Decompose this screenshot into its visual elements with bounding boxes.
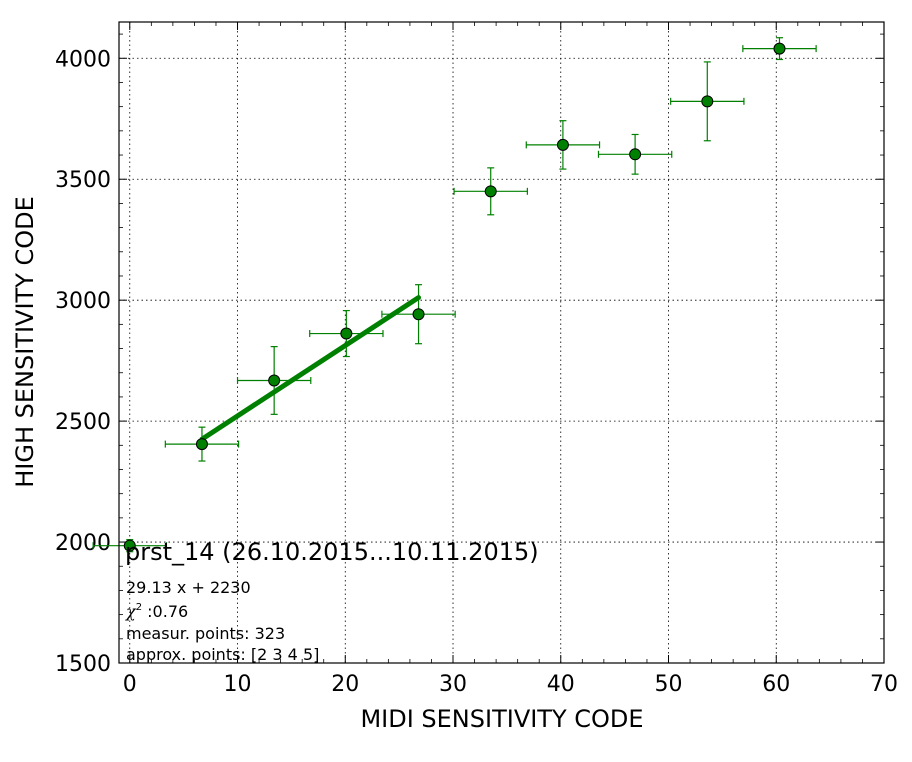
x-tick-label: 0 <box>123 672 137 697</box>
annotation-title: prst_14 (26.10.2015...10.11.2015) <box>125 538 539 566</box>
chi2-value: :0.76 <box>142 602 188 621</box>
x-tick-label: 30 <box>439 672 467 697</box>
error-bars <box>92 37 817 553</box>
fit-line <box>199 295 422 442</box>
data-point-marker <box>123 539 136 552</box>
y-tick-label: 3500 <box>55 168 111 193</box>
data-point-marker <box>484 185 497 198</box>
y-axis-label: HIGH SENSITIVITY CODE <box>11 196 39 488</box>
y-tick-label: 2000 <box>55 531 111 556</box>
data-point-marker <box>629 148 642 161</box>
grid <box>119 22 884 663</box>
x-tick-label: 50 <box>655 672 683 697</box>
fit-line-group <box>199 295 422 442</box>
annotation-measur-points: measur. points: 323 <box>126 624 285 643</box>
y-tick-label: 2500 <box>55 410 111 435</box>
chi2-superscript: 2 <box>136 602 142 613</box>
markers <box>123 42 786 552</box>
x-axis-label: MIDI SENSITIVITY CODE <box>360 705 643 733</box>
data-point-marker <box>701 95 714 108</box>
x-tick-label: 10 <box>224 672 252 697</box>
data-point-marker <box>340 327 353 340</box>
y-tick-label: 3000 <box>55 289 111 314</box>
y-tick-label: 4000 <box>55 47 111 72</box>
y-tick-label: 1500 <box>55 652 111 677</box>
plot-frame <box>118 21 885 664</box>
x-tick-label: 20 <box>331 672 359 697</box>
annotation-approx-points: approx. points: [2 3 4 5] <box>126 645 319 664</box>
chi2-symbol: χ <box>125 602 137 621</box>
annotation-chi2: χ2 :0.76 <box>125 602 188 621</box>
x-tick-label: 60 <box>762 672 790 697</box>
data-point-marker <box>195 438 208 451</box>
x-tick-label: 70 <box>870 672 898 697</box>
x-tick-label: 40 <box>547 672 575 697</box>
data-point-marker <box>773 42 786 55</box>
data-point-marker <box>268 374 281 387</box>
tick-labels: 0 10 20 30 40 50 60 70 1500 2000 2500 3000 3500 4000 <box>55 47 898 697</box>
annotation-equation: 29.13 x + 2230 <box>126 578 251 597</box>
data-point-marker <box>412 308 425 321</box>
data-point-marker <box>556 138 569 151</box>
